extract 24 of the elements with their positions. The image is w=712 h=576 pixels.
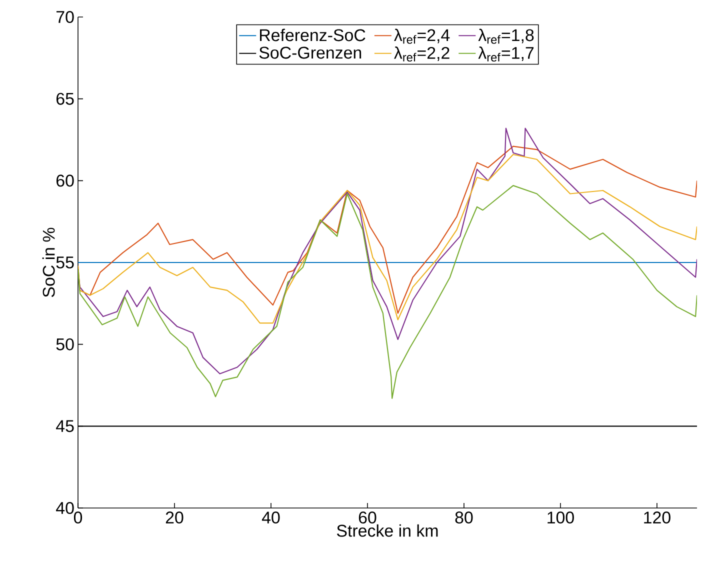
legend-label: Referenz-SoC: [260, 28, 366, 42]
x-tick-label: 100: [548, 512, 574, 524]
y-tick-label: 55: [56, 256, 74, 268]
y-tick-label: 70: [56, 11, 74, 23]
y-tick-label: 40: [56, 502, 74, 514]
x-tick-label: 40: [262, 512, 280, 524]
x-axis-title: Strecke in km: [336, 524, 438, 537]
y-axis-title: SoC in %: [42, 228, 55, 298]
line-series: [78, 185, 698, 399]
y-tick-label: 65: [56, 92, 74, 105]
x-tick-label: 120: [644, 512, 670, 524]
x-tick-label: 60: [358, 512, 376, 524]
legend-label: λ$_{ref}$=1,8: [478, 28, 534, 44]
y-tick-label: 60: [56, 174, 74, 187]
legend-label: λ$_{ref}$=2,4: [394, 28, 450, 44]
legend-label: λ$_{ref}$=2,2: [394, 46, 450, 62]
y-tick-label: 50: [56, 338, 74, 350]
y-tick-label: 45: [56, 420, 74, 432]
x-tick-label: 20: [166, 512, 184, 524]
line-series: [78, 128, 698, 374]
legend-label: λ$_{ref}$=1,7: [478, 46, 534, 62]
x-tick-label: 80: [455, 512, 473, 524]
x-tick-label: 0: [74, 512, 82, 524]
legend-label: SoC-Grenzen: [259, 46, 362, 59]
